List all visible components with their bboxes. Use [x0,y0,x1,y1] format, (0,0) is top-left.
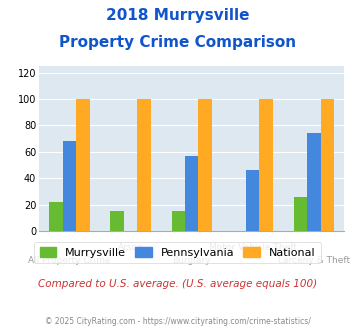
Bar [110,211,124,231]
Bar [185,156,198,231]
Text: Motor Vehicle Theft: Motor Vehicle Theft [209,243,297,251]
Bar [76,99,90,231]
Text: Burglary: Burglary [173,256,211,265]
Bar [49,202,63,231]
Bar [321,99,334,231]
Bar [63,141,76,231]
Text: © 2025 CityRating.com - https://www.cityrating.com/crime-statistics/: © 2025 CityRating.com - https://www.city… [45,317,310,326]
Bar [260,99,273,231]
Text: Compared to U.S. average. (U.S. average equals 100): Compared to U.S. average. (U.S. average … [38,279,317,289]
Text: 2018 Murrysville: 2018 Murrysville [106,8,249,23]
Text: Arson: Arson [118,243,143,251]
Text: Property Crime Comparison: Property Crime Comparison [59,35,296,50]
Bar [171,211,185,231]
Text: All Property Crime: All Property Crime [28,256,111,265]
Legend: Murrysville, Pennsylvania, National: Murrysville, Pennsylvania, National [34,242,321,263]
Text: Larceny & Theft: Larceny & Theft [278,256,350,265]
Bar [294,197,307,231]
Bar [246,170,260,231]
Bar [198,99,212,231]
Bar [307,133,321,231]
Bar [137,99,151,231]
